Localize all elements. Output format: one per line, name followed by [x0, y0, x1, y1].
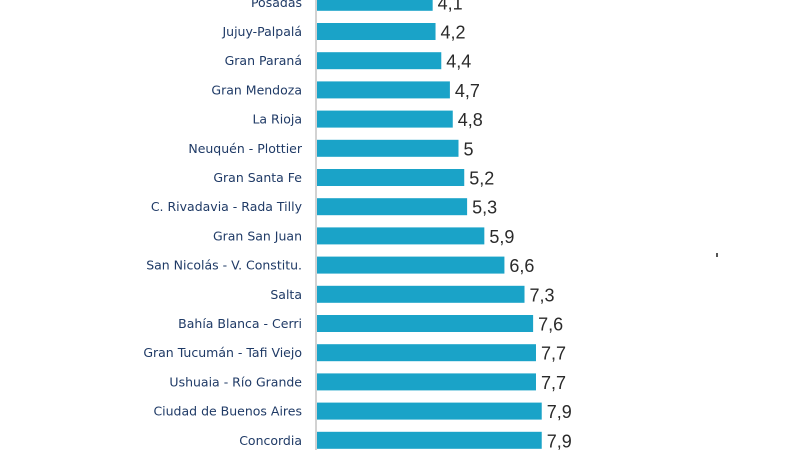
bar — [317, 402, 542, 420]
category-label: Concordia — [239, 433, 302, 448]
data-label: 7,3 — [530, 285, 555, 305]
bar — [317, 373, 536, 391]
data-label: 4,4 — [446, 52, 471, 72]
bar — [317, 110, 453, 128]
bar — [317, 52, 442, 70]
category-label: Gran San Juan — [213, 228, 302, 243]
category-label: Bahía Blanca - Cerri — [178, 316, 302, 331]
data-label: 4,1 — [438, 0, 463, 13]
category-label: Gran Mendoza — [211, 82, 302, 97]
category-label: C. Rivadavia - Rada Tilly — [151, 199, 303, 214]
bar — [317, 81, 450, 99]
category-label: Neuquén - Plottier — [188, 141, 303, 156]
category-label: Gran Paraná — [225, 53, 302, 68]
bar — [317, 0, 433, 11]
data-label: 5,2 — [469, 169, 494, 189]
bar — [317, 431, 542, 449]
data-label: 7,6 — [538, 315, 563, 335]
bar — [317, 139, 459, 157]
data-label: 5,3 — [472, 198, 497, 218]
data-label: 6,6 — [509, 256, 534, 276]
category-label: Gran Tucumán - Tafi Viejo — [143, 345, 302, 360]
category-label: La Rioja — [252, 112, 302, 127]
stray-mark — [716, 253, 718, 257]
bar — [317, 23, 436, 40]
data-label: 5,9 — [489, 227, 514, 247]
bar — [317, 344, 536, 362]
category-label: Ushuaia - Río Grande — [169, 374, 302, 389]
data-label: 7,7 — [541, 344, 566, 364]
data-label: 7,9 — [547, 431, 572, 450]
category-label: Jujuy-Palpalá — [221, 24, 302, 39]
category-label: Ciudad de Buenos Aires — [153, 404, 302, 419]
bar — [317, 315, 534, 332]
data-label: 5 — [464, 139, 474, 159]
category-label: Salta — [270, 287, 302, 302]
data-label: 7,9 — [547, 402, 572, 422]
bar — [317, 256, 505, 274]
category-label: Posadas — [251, 0, 302, 10]
data-label: 7,7 — [541, 373, 566, 393]
bar — [317, 169, 465, 186]
bar — [317, 285, 525, 303]
category-label: San Nicolás - V. Constitu. — [146, 258, 302, 273]
data-label: 4,2 — [441, 23, 466, 43]
bar — [317, 227, 485, 245]
data-label: 4,8 — [458, 110, 483, 130]
data-label: 4,7 — [455, 81, 480, 101]
bar — [317, 198, 468, 216]
category-label: Gran Santa Fe — [213, 170, 302, 185]
